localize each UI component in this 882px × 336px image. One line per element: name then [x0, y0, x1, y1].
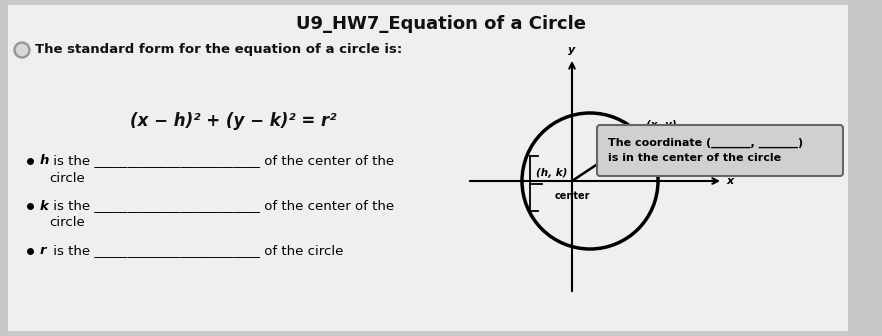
- Text: (x − h)² + (y − k)² = r²: (x − h)² + (y − k)² = r²: [130, 112, 337, 130]
- Text: is in the center of the circle: is in the center of the circle: [608, 153, 781, 163]
- Text: is the _________________________ of the center of the: is the _________________________ of the …: [49, 200, 394, 212]
- Text: k: k: [40, 200, 49, 212]
- Text: The coordinate (_______, _______): The coordinate (_______, _______): [608, 138, 804, 148]
- Text: (h, k): (h, k): [535, 168, 567, 178]
- FancyBboxPatch shape: [8, 5, 848, 331]
- FancyBboxPatch shape: [597, 125, 843, 176]
- Text: circle: circle: [49, 216, 85, 229]
- Text: is the _________________________ of the center of the: is the _________________________ of the …: [49, 155, 394, 168]
- Circle shape: [17, 44, 27, 55]
- Circle shape: [14, 42, 30, 58]
- Text: (x, y): (x, y): [646, 121, 676, 130]
- Text: U9_HW7_Equation of a Circle: U9_HW7_Equation of a Circle: [296, 15, 586, 33]
- Text: The standard form for the equation of a circle is:: The standard form for the equation of a …: [35, 43, 402, 56]
- Text: y: y: [568, 45, 576, 55]
- Text: x: x: [726, 176, 733, 186]
- Text: r: r: [596, 142, 602, 152]
- Text: r: r: [40, 245, 47, 257]
- Text: center: center: [554, 191, 590, 201]
- Text: circle: circle: [49, 171, 85, 184]
- Text: h: h: [40, 155, 49, 168]
- Text: is the _________________________ of the circle: is the _________________________ of the …: [49, 245, 343, 257]
